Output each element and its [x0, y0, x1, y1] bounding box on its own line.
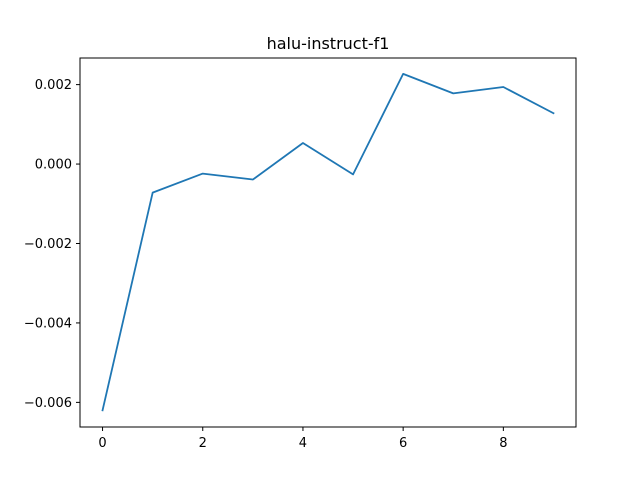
- x-axis: 0 2 4 6 8: [98, 427, 507, 451]
- chart-title: halu-instruct-f1: [267, 34, 390, 53]
- x-tick-label: 0: [98, 436, 106, 451]
- y-axis: −0.006 −0.004 −0.002 0.000 0.002: [24, 78, 80, 411]
- x-tick-label: 2: [199, 436, 207, 451]
- x-tick-label: 8: [499, 436, 507, 451]
- x-tick-label: 4: [299, 436, 307, 451]
- series-line: [101, 72, 555, 412]
- y-tick-label: −0.004: [24, 316, 72, 331]
- y-tick-label: 0.000: [35, 158, 72, 173]
- x-tick-label: 6: [399, 436, 407, 451]
- y-tick-label: −0.002: [24, 237, 72, 252]
- y-tick-label: 0.002: [35, 78, 72, 93]
- y-tick-label: −0.006: [24, 396, 72, 411]
- series-layer: [101, 72, 555, 412]
- plot-area: [79, 57, 577, 428]
